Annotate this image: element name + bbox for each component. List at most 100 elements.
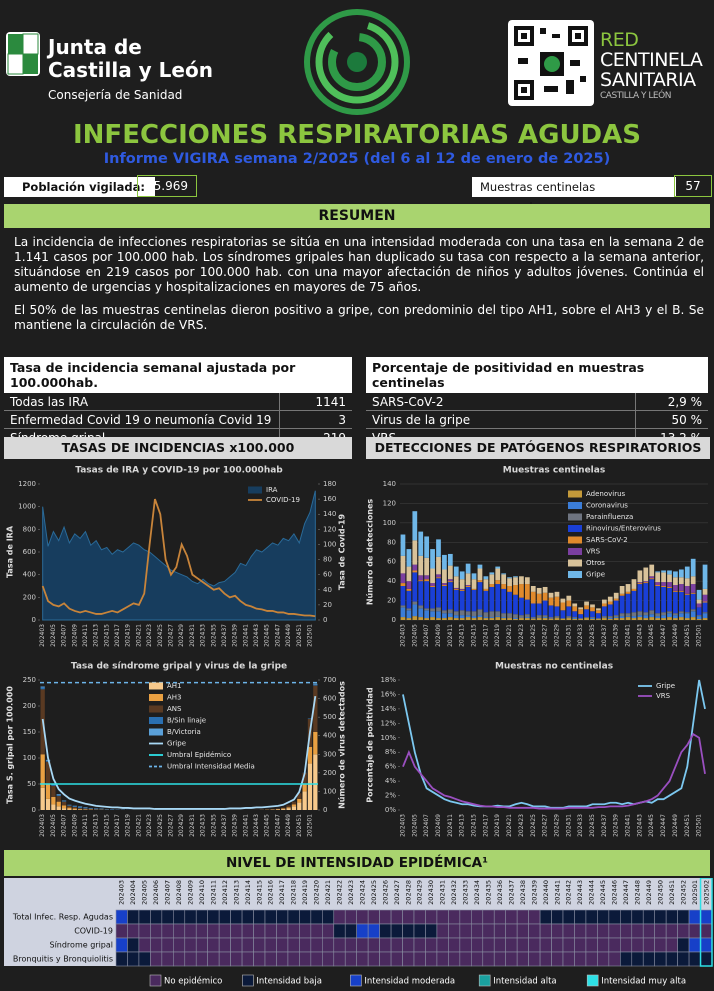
- legend-label: AH3: [167, 694, 182, 702]
- bar-segment: [554, 591, 560, 597]
- bar-segment: [281, 809, 286, 810]
- bar-segment: [424, 575, 430, 580]
- x-tick-label: 202447: [660, 624, 667, 647]
- bar-segment: [297, 798, 302, 803]
- x-tick-label: 202441: [242, 814, 249, 837]
- bar-segment: [447, 582, 453, 610]
- bar-segment: [483, 579, 489, 589]
- heat-cell: [344, 937, 357, 953]
- bar-segment: [513, 576, 518, 578]
- x-tick-label: 202437: [601, 814, 608, 837]
- legend-label: Otros: [586, 559, 605, 567]
- cell: 2,9 %: [635, 393, 708, 411]
- y2-axis-title: Número de virus detectados: [338, 681, 347, 809]
- column-label: 202426: [381, 880, 389, 905]
- legend-swatch: [149, 705, 163, 713]
- heat-cell: [677, 923, 690, 939]
- heat-cell: [344, 909, 357, 925]
- bar-segment: [291, 801, 297, 805]
- x-tick-label: 202501: [696, 624, 703, 647]
- heat-cell: [688, 923, 701, 939]
- y-axis-title: Tasa S. gripal por 100.000: [6, 686, 15, 804]
- y-tick-label: 18%: [380, 676, 396, 684]
- bar-segment: [513, 577, 518, 586]
- legend-label: Rinovirus/Enterovirus: [586, 525, 661, 533]
- bar-segment: [673, 615, 678, 619]
- bar-segment: [696, 615, 702, 617]
- column-label: 202445: [599, 880, 607, 905]
- column-label: 202412: [221, 880, 229, 905]
- bar-segment: [501, 613, 507, 618]
- bar-segment: [566, 600, 572, 607]
- heat-cell: [574, 951, 587, 967]
- heat-cell: [173, 937, 186, 953]
- y-tick-label: 140: [323, 510, 336, 518]
- cell: Virus de la gripe: [366, 410, 636, 429]
- heat-cell: [253, 923, 266, 939]
- heat-cell: [184, 909, 197, 925]
- column-label: 202421: [324, 880, 332, 905]
- x-tick-label: 202451: [684, 624, 691, 647]
- paragraph: El 50% de las muestras centinelas dieron…: [14, 303, 704, 332]
- bar-segment: [447, 617, 453, 620]
- heat-cell: [402, 923, 415, 939]
- heat-cell: [654, 951, 667, 967]
- bar-segment: [607, 618, 613, 620]
- bar-segment: [400, 534, 406, 556]
- y-tick-label: 250: [23, 676, 36, 684]
- bar-segment: [696, 619, 702, 620]
- bar-segment: [489, 586, 495, 612]
- row-label: COVID-19: [74, 927, 113, 936]
- bar-segment: [430, 586, 435, 587]
- heat-cell: [597, 951, 610, 967]
- bar-segment: [501, 573, 507, 575]
- column-label: 202418: [290, 880, 298, 905]
- column-label: 202407: [164, 880, 172, 905]
- heat-cell: [276, 923, 289, 939]
- x-tick-label: 202421: [135, 624, 142, 647]
- bar-segment: [56, 794, 61, 796]
- bar-segment: [67, 809, 72, 810]
- heat-cell: [356, 923, 369, 939]
- heat-cell: [173, 951, 186, 967]
- legend-swatch: [568, 571, 582, 578]
- bar-segment: [442, 610, 447, 614]
- bar-segment: [536, 618, 542, 620]
- heat-cell: [207, 951, 220, 967]
- y-tick-label: 150: [23, 728, 36, 736]
- column-label: 202435: [485, 880, 493, 905]
- bar-segment: [696, 603, 702, 608]
- heat-cell: [585, 937, 598, 953]
- bar-segment: [560, 618, 566, 620]
- y-tick-label: 0: [32, 616, 36, 624]
- bar-segment: [524, 614, 530, 618]
- bar-segment: [447, 579, 453, 582]
- bar-segment: [637, 615, 643, 618]
- bar-segment: [578, 607, 584, 610]
- bar-segment: [619, 613, 625, 617]
- heat-cell: [620, 909, 633, 925]
- heat-cell: [402, 951, 415, 967]
- heat-cell: [585, 909, 598, 925]
- y-tick-label: 0%: [385, 806, 396, 814]
- bar-segment: [513, 594, 518, 615]
- bar-segment: [56, 795, 61, 797]
- bar-segment: [625, 616, 631, 618]
- legend-swatch: [568, 513, 582, 521]
- bar-segment: [313, 683, 318, 685]
- y-tick-label: 1000: [18, 503, 36, 511]
- legend-swatch: [568, 548, 582, 555]
- bar-segment: [424, 579, 430, 582]
- heat-cell: [654, 937, 667, 953]
- y-tick-label: 8%: [385, 748, 396, 756]
- bar-segment: [453, 576, 459, 588]
- heat-cell: [562, 923, 575, 939]
- bar-segment: [637, 570, 643, 583]
- x-tick-label: 202417: [482, 624, 489, 647]
- x-tick-label: 202443: [253, 624, 260, 647]
- bar-segment: [67, 805, 72, 808]
- bar-segment: [51, 785, 56, 797]
- bar-segment: [613, 617, 619, 619]
- table-title: Tasa de incidencia semanal ajustada por …: [4, 357, 352, 393]
- bar-segment: [61, 801, 67, 802]
